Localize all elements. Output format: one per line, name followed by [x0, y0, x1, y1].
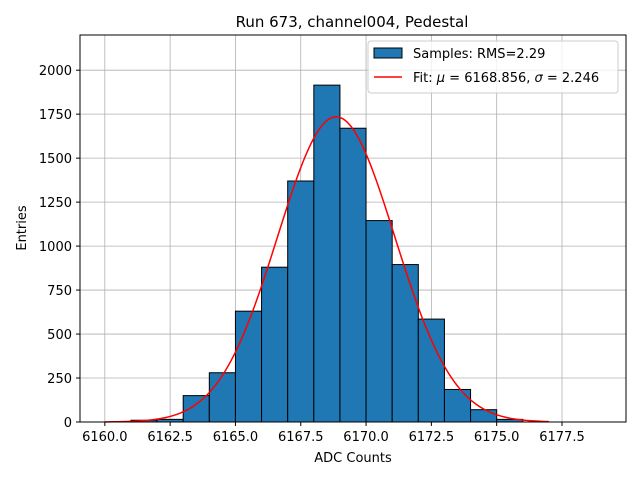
x-tick-label: 6175.0 [474, 430, 520, 445]
x-tick-label: 6172.5 [409, 430, 455, 445]
y-axis-ticks: 0 250 500 750 1000 1250 1500 1750 2000 [39, 64, 80, 431]
y-tick-label: 1750 [39, 108, 72, 123]
plot-frame [79, 34, 627, 423]
histogram-bar [339, 127, 367, 423]
y-tick-label: 750 [47, 284, 72, 299]
histogram-bar [287, 180, 315, 423]
x-tick-label: 6177.5 [539, 430, 585, 445]
y-tick-label: 500 [47, 328, 72, 343]
histogram-bars [130, 84, 524, 423]
legend-fit-mu-symbol: μ [436, 71, 445, 86]
legend-histogram-label: Samples: RMS=2.29 [413, 47, 545, 62]
x-tick-label: 6165.0 [213, 430, 259, 445]
y-tick-label: 1000 [39, 240, 72, 255]
legend-fit-mid: = 6168.856, [445, 71, 534, 86]
legend-box [367, 40, 619, 94]
histogram-bar [417, 318, 445, 423]
y-tick-label: 2000 [39, 64, 72, 79]
legend-fit-label: Fit: μ = 6168.856, σ = 2.246 [413, 71, 599, 86]
fit-curve-group [104, 116, 549, 423]
legend: Samples: RMS=2.29 Fit: μ = 6168.856, σ =… [367, 40, 619, 94]
histogram-bar [234, 310, 263, 423]
x-tick-label: 6170.0 [343, 430, 389, 445]
legend-fit-prefix: Fit: [413, 71, 437, 86]
histogram-bar [470, 409, 498, 423]
histogram-bar [313, 84, 341, 423]
legend-fit-sigma-symbol: σ [535, 71, 544, 86]
fit-curve [104, 116, 549, 423]
legend-fit-suffix: = 2.246 [543, 71, 599, 86]
y-tick-label: 1500 [39, 152, 72, 167]
histogram-bar [443, 388, 472, 423]
x-tick-label: 6162.5 [147, 430, 193, 445]
histogram-bar [365, 220, 393, 423]
y-tick-label: 1250 [39, 196, 72, 211]
x-axis-ticks: 6160.0 6162.5 6165.0 6167.5 6170.0 6172.5 6175… [82, 422, 585, 445]
histogram-bar [182, 395, 210, 423]
y-tick-label: 250 [47, 372, 72, 387]
legend-histogram-swatch [373, 47, 403, 59]
histogram-bar [208, 372, 236, 423]
chart-title: Run 673, channel004, Pedestal [236, 13, 469, 31]
y-axis-label: Entries [15, 205, 30, 251]
x-tick-label: 6160.0 [82, 430, 128, 445]
x-axis-label: ADC Counts [314, 451, 392, 466]
histogram-bar [391, 264, 419, 423]
y-tick-label: 0 [64, 416, 72, 431]
x-tick-label: 6167.5 [278, 430, 324, 445]
histogram-bar [261, 266, 289, 423]
